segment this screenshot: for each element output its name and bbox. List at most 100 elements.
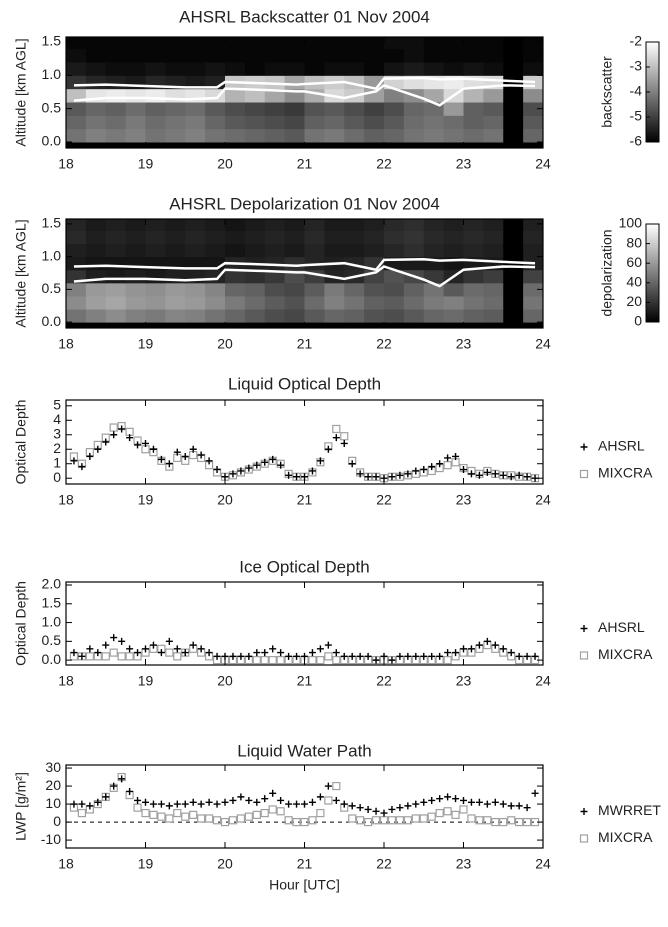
square-marker: [117, 652, 126, 661]
heatmap-cell: [423, 62, 445, 76]
heatmap-cell: [503, 37, 524, 50]
heatmap-cell: [463, 295, 484, 310]
plus-marker: [356, 652, 364, 660]
y-tick-label: 2.0: [42, 576, 62, 592]
plus-marker: [157, 455, 165, 463]
heatmap-cell: [66, 102, 87, 116]
plus-marker: [253, 461, 261, 469]
plus-marker: [205, 457, 213, 465]
x-tick-label: 20: [217, 492, 233, 508]
heatmap-cell: [443, 309, 464, 323]
heatmap-cell: [185, 37, 206, 50]
plus-marker: [293, 800, 301, 808]
heatmap-cell: [244, 269, 266, 284]
square-marker: [252, 810, 261, 819]
plot-area: [66, 219, 543, 328]
plus-marker: [237, 467, 245, 475]
y-axis-label: LWP [g/m²]: [13, 772, 29, 841]
square-marker: [181, 812, 190, 821]
colorbar-tick-label: -5: [630, 108, 643, 124]
panel: Liquid Water Path LWP [g/m²] Hour [UTC] MWR…: [13, 741, 662, 892]
heatmap-cell: [344, 115, 365, 130]
plus-marker: [340, 439, 348, 447]
heatmap-cell: [225, 48, 246, 63]
plus-marker: [277, 796, 285, 804]
plus-marker: [277, 649, 285, 657]
plus-marker: [197, 800, 205, 808]
heatmap-cell: [384, 48, 405, 63]
plus-marker: [157, 800, 165, 808]
square-marker: [284, 816, 293, 825]
plus-marker: [452, 795, 460, 803]
heatmap-cell: [483, 269, 504, 284]
heatmap-cell: [165, 282, 186, 297]
panel: Liquid Optical Depth Optical Depth AHSRL MI…: [13, 374, 653, 507]
heatmap-cell: [443, 243, 464, 258]
plus-marker: [348, 460, 356, 468]
heatmap-cell: [225, 282, 246, 297]
heatmap-cell: [244, 128, 266, 143]
heatmap-cell: [205, 102, 226, 116]
heatmap-cell: [463, 243, 484, 258]
heatmap-cell: [304, 309, 325, 323]
heatmap-cell: [185, 219, 206, 231]
heatmap-cell: [145, 62, 166, 76]
square-marker: [244, 812, 253, 821]
heatmap-cell: [503, 102, 524, 116]
heatmap-cell: [66, 243, 87, 258]
plus-marker: [173, 800, 181, 808]
plus-marker: [308, 798, 316, 806]
plus-marker: [126, 434, 134, 442]
heatmap-cell: [185, 75, 206, 90]
heatmap-cell: [185, 128, 206, 143]
heatmap-cell: [423, 269, 445, 284]
heatmap-cell: [284, 75, 305, 90]
plus-marker: [118, 425, 126, 433]
plus-marker: [475, 471, 483, 479]
heatmap-cell: [205, 115, 226, 130]
heatmap-cell: [85, 256, 107, 271]
colorbar-tick-label: 20: [626, 293, 642, 309]
heatmap-cell: [443, 37, 464, 50]
heatmap-cell: [324, 230, 345, 245]
heatmap-cell: [423, 230, 445, 245]
square-marker: [165, 814, 174, 823]
plus-marker: [205, 649, 213, 657]
heatmap-cell: [264, 243, 286, 258]
plus-marker: [404, 652, 412, 660]
heatmap-cell: [165, 219, 186, 231]
plus-marker: [126, 645, 134, 653]
heatmap-cell: [403, 37, 425, 50]
square-marker: [332, 656, 341, 665]
colorbar-tick-label: -6: [630, 133, 643, 149]
heatmap-cell: [523, 230, 543, 245]
plus-marker: [308, 467, 316, 475]
heatmap-cell: [85, 282, 107, 297]
heatmap-cell: [523, 219, 543, 231]
cloud-boundary: [73, 258, 536, 272]
heatmap-cell: [344, 62, 365, 76]
heatmap-cell: [384, 282, 405, 297]
plus-marker: [213, 800, 221, 808]
plus-marker: [70, 457, 78, 465]
y-tick-label: 2: [53, 440, 61, 456]
plus-marker: [491, 641, 499, 649]
heatmap-cell: [85, 230, 107, 245]
heatmap-cell: [185, 243, 206, 258]
plus-marker: [507, 649, 515, 657]
heatmap-cell: [284, 62, 305, 76]
plus-marker: [165, 460, 173, 468]
colorbar-tick-label: -4: [630, 83, 643, 99]
heatmap-cell: [523, 102, 543, 116]
heatmap-cell: [443, 115, 464, 130]
square-marker: [316, 656, 325, 665]
plus-marker: [142, 439, 149, 447]
plus-marker: [229, 652, 237, 660]
panel-title: AHSRL Depolarization 01 Nov 2004: [169, 194, 440, 213]
heatmap-cell: [463, 309, 484, 323]
square-marker: [173, 808, 182, 818]
heatmap-cell: [165, 230, 186, 245]
legend-label: MIXCRA: [598, 646, 653, 662]
square-marker: [411, 814, 420, 823]
colorbar-label: backscatter: [599, 56, 615, 128]
